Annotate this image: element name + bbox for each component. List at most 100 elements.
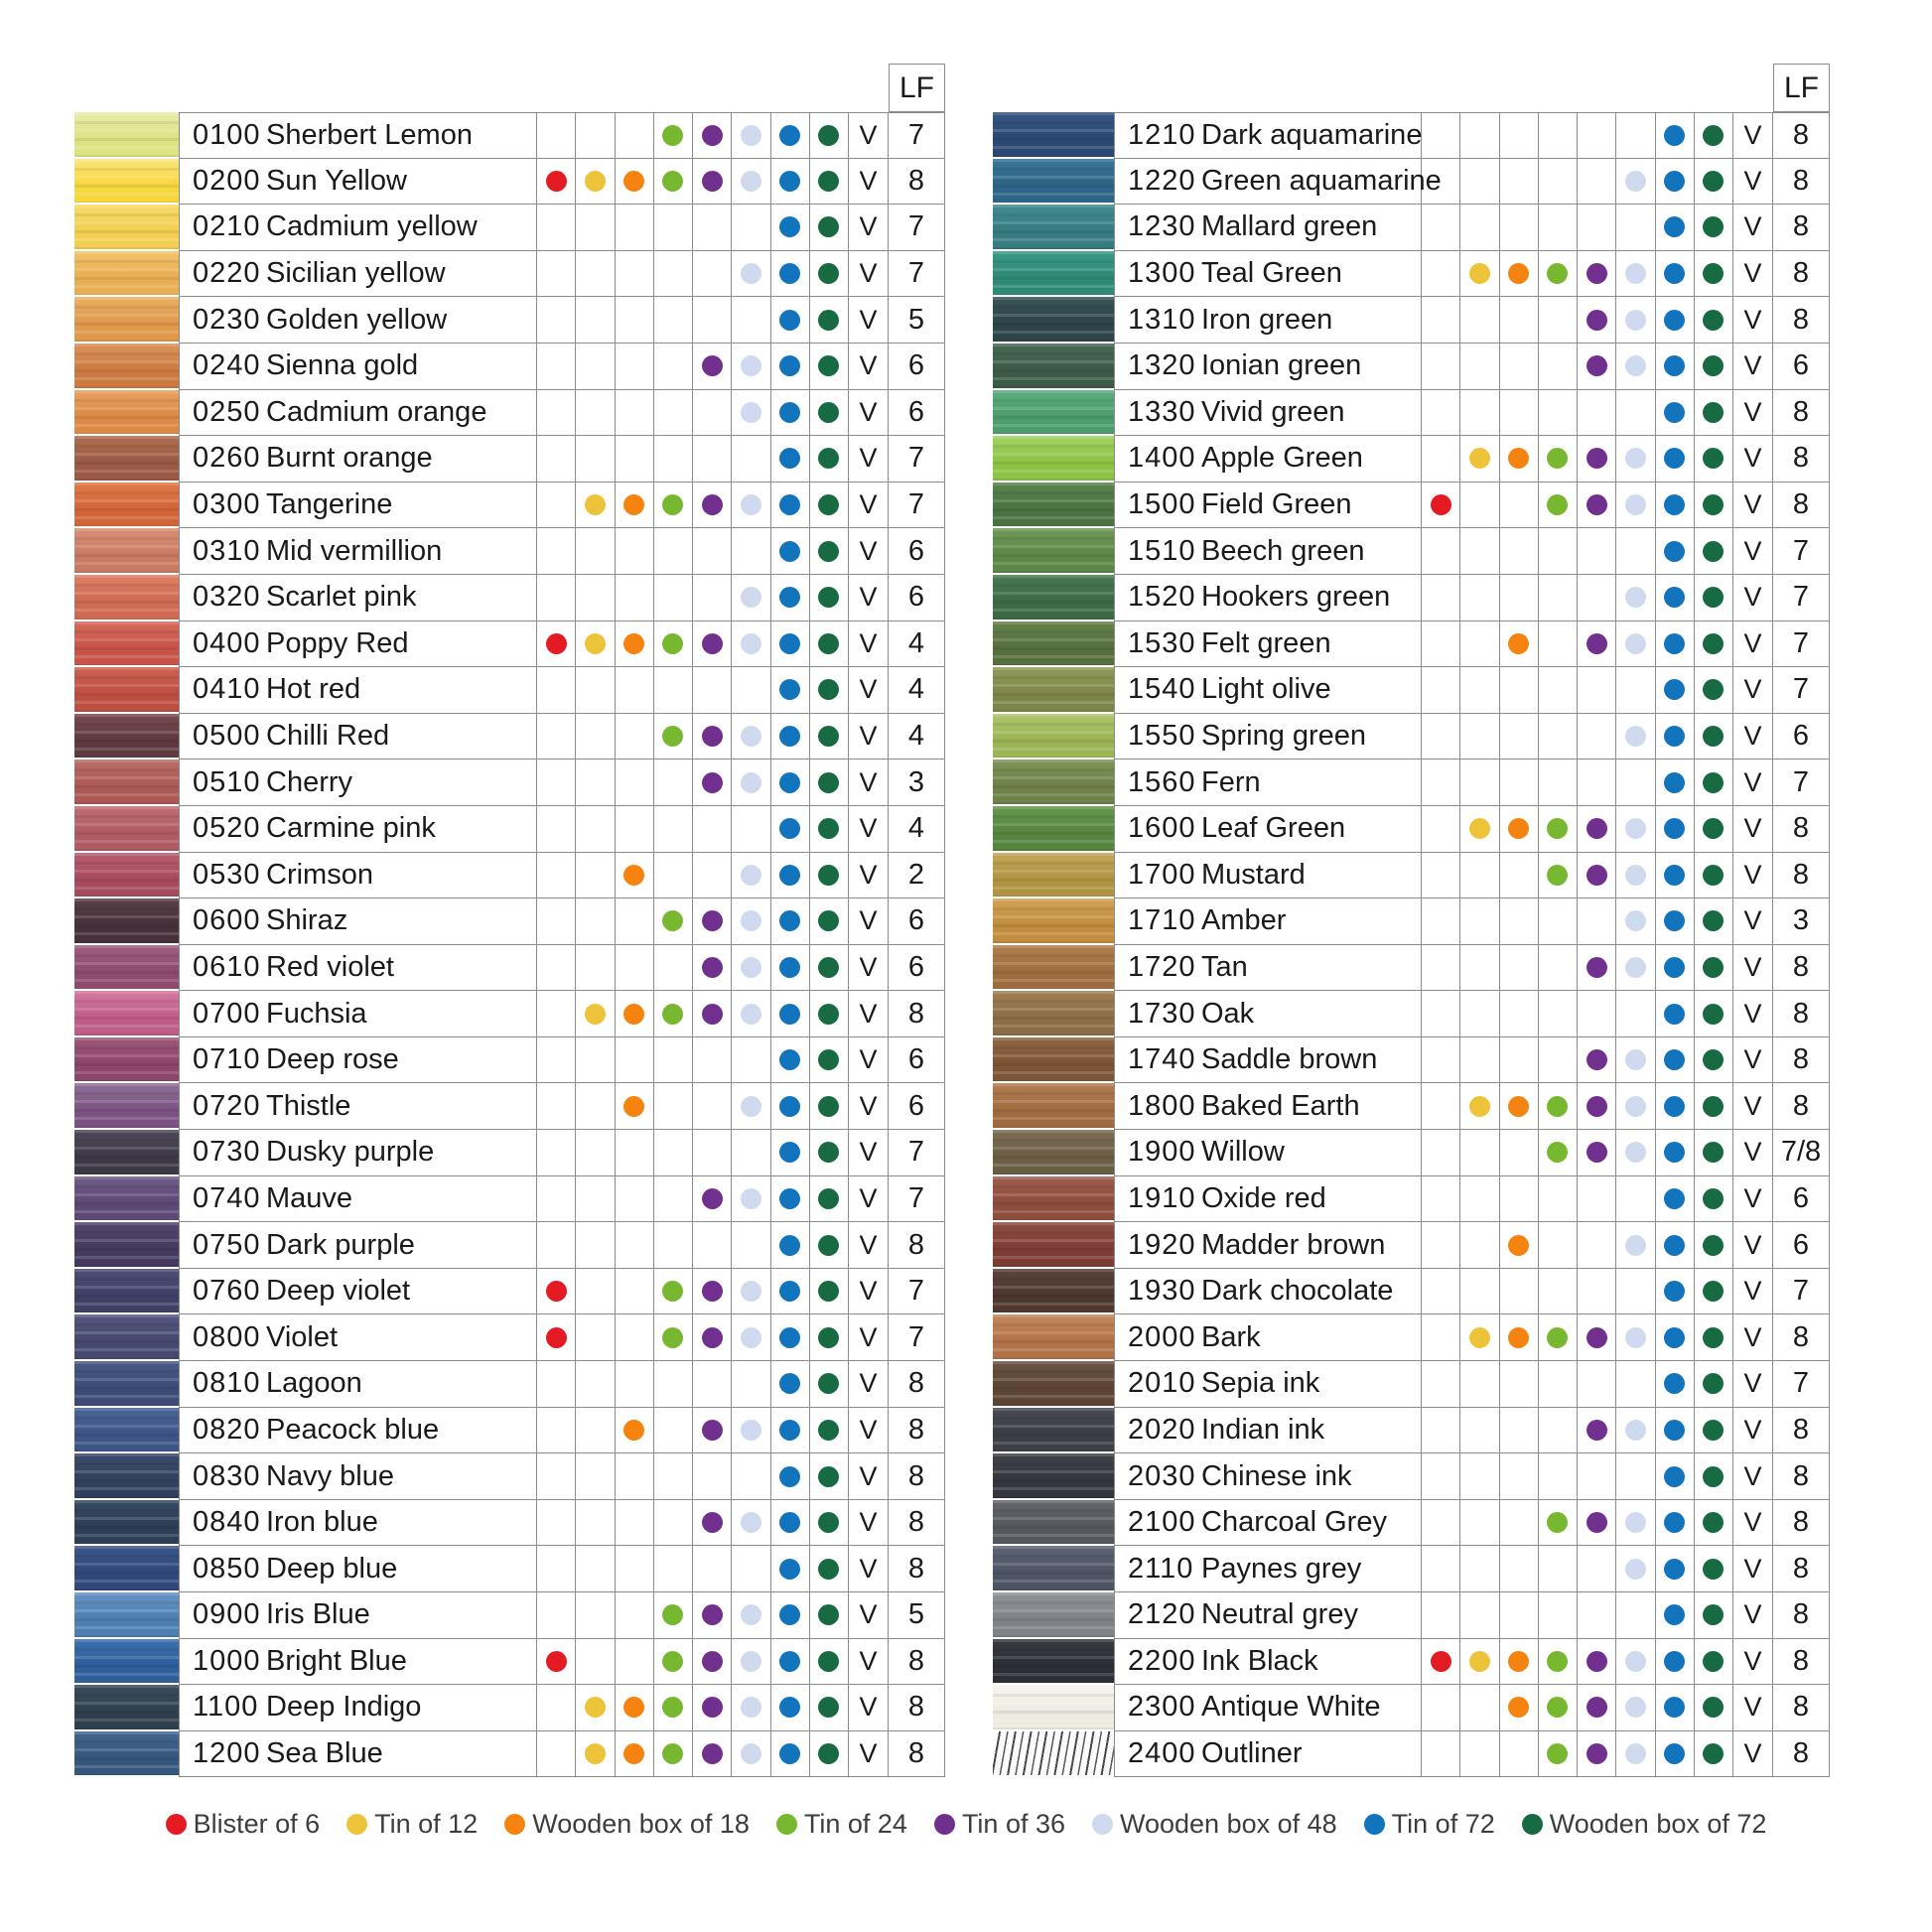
vegan-mark: V	[849, 1592, 889, 1639]
colour-name: Field Green	[1201, 488, 1352, 521]
legend-label: Tin of 72	[1391, 1809, 1495, 1839]
pack-cell-wooden-box-of-18	[1499, 1546, 1539, 1592]
lightfastness-value: 8	[1773, 1314, 1830, 1362]
colour-entry: 1600 Leaf Green	[1114, 805, 1422, 853]
pack-dot-wooden-box-of-72	[818, 956, 840, 978]
pack-cell-wooden-box-of-72	[1694, 1222, 1733, 1269]
colour-entry: 0530 Crimson	[179, 852, 537, 899]
pack-cell-tin-of-12	[576, 250, 616, 298]
pack-cell-tin-of-12	[576, 713, 616, 760]
pack-cell-tin-of-72	[770, 436, 810, 483]
pack-cell-wooden-box-of-48	[1616, 991, 1656, 1037]
pack-dot-wooden-box-of-72	[818, 771, 840, 793]
lightfastness-value: 8	[1773, 436, 1830, 483]
colour-name: Scarlet pink	[266, 581, 417, 614]
pack-cell-wooden-box-of-18	[615, 1130, 654, 1176]
pack-cell-blister-of-6	[1422, 944, 1461, 992]
pack-dot-wooden-box-of-48	[740, 1003, 761, 1025]
pack-cell-wooden-box-of-72	[1694, 1453, 1733, 1500]
pack-cell-wooden-box-of-72	[809, 1083, 849, 1131]
pack-cell-tin-of-72	[1655, 482, 1695, 529]
legend-dot	[1363, 1814, 1385, 1835]
pack-cell-wooden-box-of-48	[1616, 1730, 1656, 1778]
colour-code: 1600	[1128, 812, 1196, 845]
pack-cell-wooden-box-of-18	[1499, 759, 1539, 806]
colour-swatch	[993, 1036, 1114, 1084]
pack-cell-wooden-box-of-72	[809, 343, 849, 390]
pack-cell-tin-of-12	[576, 805, 616, 853]
pack-dot-tin-of-72	[1664, 1281, 1686, 1303]
pack-dot-wooden-box-of-18	[1508, 632, 1530, 654]
colour-code: 1700	[1128, 858, 1196, 891]
colour-row: 0520 Carmine pink V 4	[74, 805, 945, 853]
pack-cell-tin-of-24	[1538, 1268, 1578, 1315]
pack-dot-wooden-box-of-72	[1703, 1558, 1725, 1580]
pack-dot-tin-of-36	[701, 355, 723, 377]
colour-name: Vivid green	[1201, 395, 1345, 428]
pack-dot-wooden-box-of-18	[1508, 1326, 1530, 1348]
pack-dot-tin-of-36	[701, 771, 723, 793]
pack-cell-wooden-box-of-72	[809, 250, 849, 298]
pack-cell-wooden-box-of-48	[1616, 389, 1656, 437]
colour-entry: 2300 Antique White	[1114, 1685, 1422, 1731]
vegan-mark: V	[849, 713, 889, 760]
pack-cell-blister-of-6	[537, 1130, 577, 1176]
legend-label: Tin of 36	[961, 1809, 1065, 1839]
colour-swatch	[993, 205, 1114, 251]
colour-row: 0720 Thistle V 6	[74, 1083, 945, 1131]
vegan-mark: V	[1733, 436, 1773, 483]
pack-cell-tin-of-36	[1578, 1268, 1617, 1315]
pack-cell-tin-of-24	[1538, 528, 1578, 575]
colour-code: 2120	[1128, 1598, 1196, 1631]
colour-name: Deep Indigo	[266, 1691, 422, 1724]
pack-cell-tin-of-12	[576, 667, 616, 714]
colour-row: 0700 Fuchsia V 8	[74, 991, 945, 1037]
colour-code: 0740	[193, 1181, 261, 1214]
pack-cell-wooden-box-of-72	[1694, 713, 1733, 760]
pack-cell-blister-of-6	[537, 667, 577, 714]
legend-dot	[504, 1814, 526, 1835]
pack-cell-blister-of-6	[1422, 759, 1461, 806]
pack-cell-wooden-box-of-48	[732, 297, 771, 344]
pack-dot-wooden-box-of-48	[1624, 309, 1646, 331]
pack-dot-tin-of-12	[1468, 1650, 1490, 1672]
pack-cell-tin-of-36	[693, 1222, 733, 1269]
lightfastness-header-left: LF	[889, 64, 945, 112]
colour-swatch	[74, 1222, 179, 1269]
colour-code: 0320	[193, 581, 261, 614]
pack-cell-tin-of-36	[693, 1361, 733, 1408]
colour-entry: 1510 Beech green	[1114, 528, 1422, 575]
pack-dot-wooden-box-of-72	[818, 818, 840, 840]
pack-dot-tin-of-36	[1586, 494, 1607, 516]
pack-cell-blister-of-6	[1422, 713, 1461, 760]
pack-dot-wooden-box-of-48	[740, 864, 761, 886]
pack-cell-tin-of-24	[653, 1222, 693, 1269]
pack-cell-tin-of-24	[653, 1130, 693, 1176]
pack-cell-wooden-box-of-48	[1616, 852, 1656, 899]
pack-cell-wooden-box-of-72	[1694, 205, 1733, 251]
pack-cell-tin-of-12	[576, 1083, 616, 1131]
vegan-mark: V	[849, 297, 889, 344]
pack-dot-wooden-box-of-72	[818, 864, 840, 886]
legend-dot	[165, 1814, 187, 1835]
pack-dot-tin-of-72	[1664, 309, 1686, 331]
colour-entry: 0750 Dark purple	[179, 1222, 537, 1269]
pack-dot-wooden-box-of-72	[818, 263, 840, 285]
pack-cell-wooden-box-of-72	[809, 1453, 849, 1500]
vegan-mark: V	[849, 389, 889, 437]
pack-dot-wooden-box-of-48	[1624, 1142, 1646, 1164]
colour-swatch	[74, 1546, 179, 1592]
pack-dot-tin-of-72	[1664, 1373, 1686, 1395]
pack-cell-blister-of-6	[537, 805, 577, 853]
vegan-mark: V	[1733, 1407, 1773, 1454]
pack-cell-tin-of-72	[770, 1499, 810, 1547]
colour-swatch	[993, 1130, 1114, 1176]
colour-name: Hot red	[266, 673, 361, 706]
pack-cell-tin-of-72	[1655, 991, 1695, 1037]
pack-cell-wooden-box-of-72	[1694, 482, 1733, 529]
lightfastness-value: 7	[889, 205, 945, 251]
lightfastness-value: 8	[889, 1453, 945, 1500]
pack-cell-wooden-box-of-72	[809, 528, 849, 575]
colour-row: 1740 Saddle brown V 8	[993, 1036, 1830, 1084]
pack-dot-tin-of-72	[779, 910, 801, 932]
